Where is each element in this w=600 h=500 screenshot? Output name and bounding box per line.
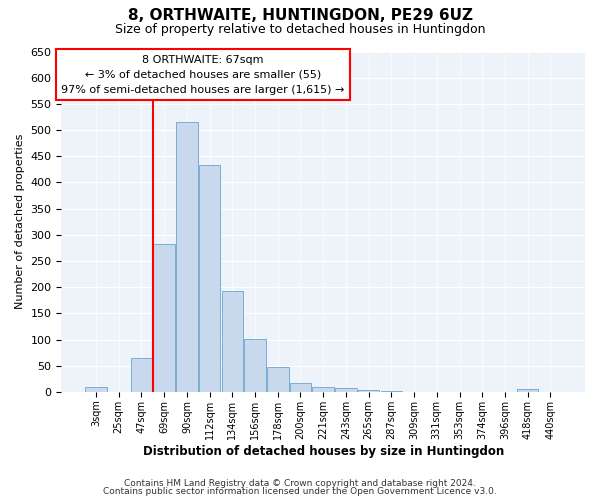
Text: Size of property relative to detached houses in Huntingdon: Size of property relative to detached ho…: [115, 22, 485, 36]
Bar: [85, 386, 107, 392]
Text: 8 ORTHWAITE: 67sqm
← 3% of detached houses are smaller (55)
97% of semi-detached: 8 ORTHWAITE: 67sqm ← 3% of detached hous…: [61, 55, 344, 94]
Text: Contains public sector information licensed under the Open Government Licence v3: Contains public sector information licen…: [103, 488, 497, 496]
Bar: [335, 388, 357, 392]
Text: Contains HM Land Registry data © Crown copyright and database right 2024.: Contains HM Land Registry data © Crown c…: [124, 478, 476, 488]
Bar: [517, 390, 538, 392]
Bar: [380, 391, 402, 392]
Bar: [199, 165, 220, 392]
X-axis label: Distribution of detached houses by size in Huntingdon: Distribution of detached houses by size …: [143, 444, 504, 458]
Bar: [176, 122, 197, 392]
Bar: [267, 368, 289, 392]
Text: 8, ORTHWAITE, HUNTINGDON, PE29 6UZ: 8, ORTHWAITE, HUNTINGDON, PE29 6UZ: [128, 8, 473, 22]
Bar: [131, 358, 152, 392]
Y-axis label: Number of detached properties: Number of detached properties: [15, 134, 25, 310]
Bar: [244, 338, 266, 392]
Bar: [154, 244, 175, 392]
Bar: [313, 386, 334, 392]
Bar: [358, 390, 379, 392]
Bar: [221, 291, 243, 392]
Bar: [290, 383, 311, 392]
